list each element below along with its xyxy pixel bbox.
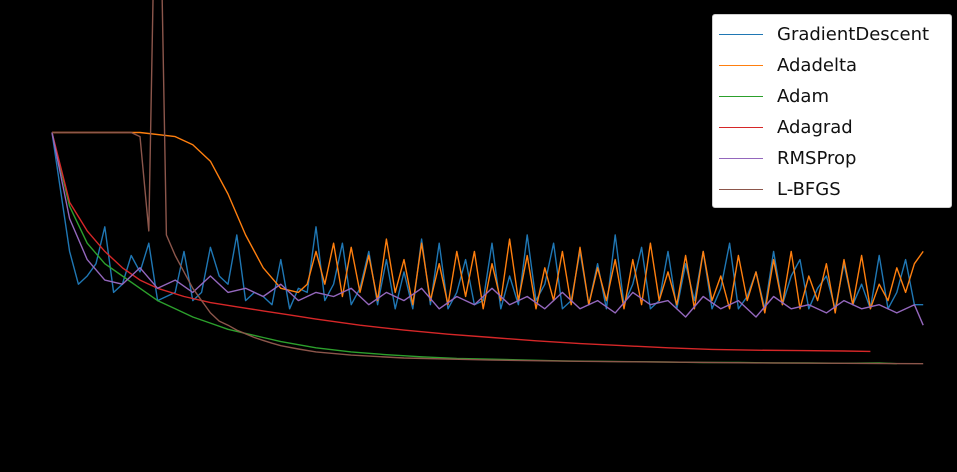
legend-entry-adam: Adam [719,81,951,112]
legend: GradientDescent Adadelta Adam Adagrad RM… [712,14,952,208]
series-line-rmsprop [51,132,924,326]
legend-swatch [719,34,763,35]
legend-swatch [719,65,763,66]
legend-entry-l-bfgs: L-BFGS [719,174,951,205]
legend-label: L-BFGS [777,179,841,200]
series-line-adagrad [51,132,871,353]
legend-label: Adam [777,86,829,107]
legend-label: Adadelta [777,55,858,76]
legend-entry-adadelta: Adadelta [719,50,951,81]
series-line-l-bfgs [52,0,924,365]
series-line-adadelta [52,131,924,314]
legend-swatch [719,189,763,190]
legend-label: GradientDescent [777,24,930,45]
legend-swatch [719,158,763,159]
legend-entry-gradientdescent: GradientDescent [719,19,951,50]
legend-swatch [719,96,763,97]
legend-entry-adagrad: Adagrad [719,112,951,143]
legend-swatch [719,127,763,128]
legend-label: Adagrad [777,117,853,138]
legend-label: RMSProp [777,148,857,169]
legend-entry-rmsprop: RMSProp [719,143,951,174]
